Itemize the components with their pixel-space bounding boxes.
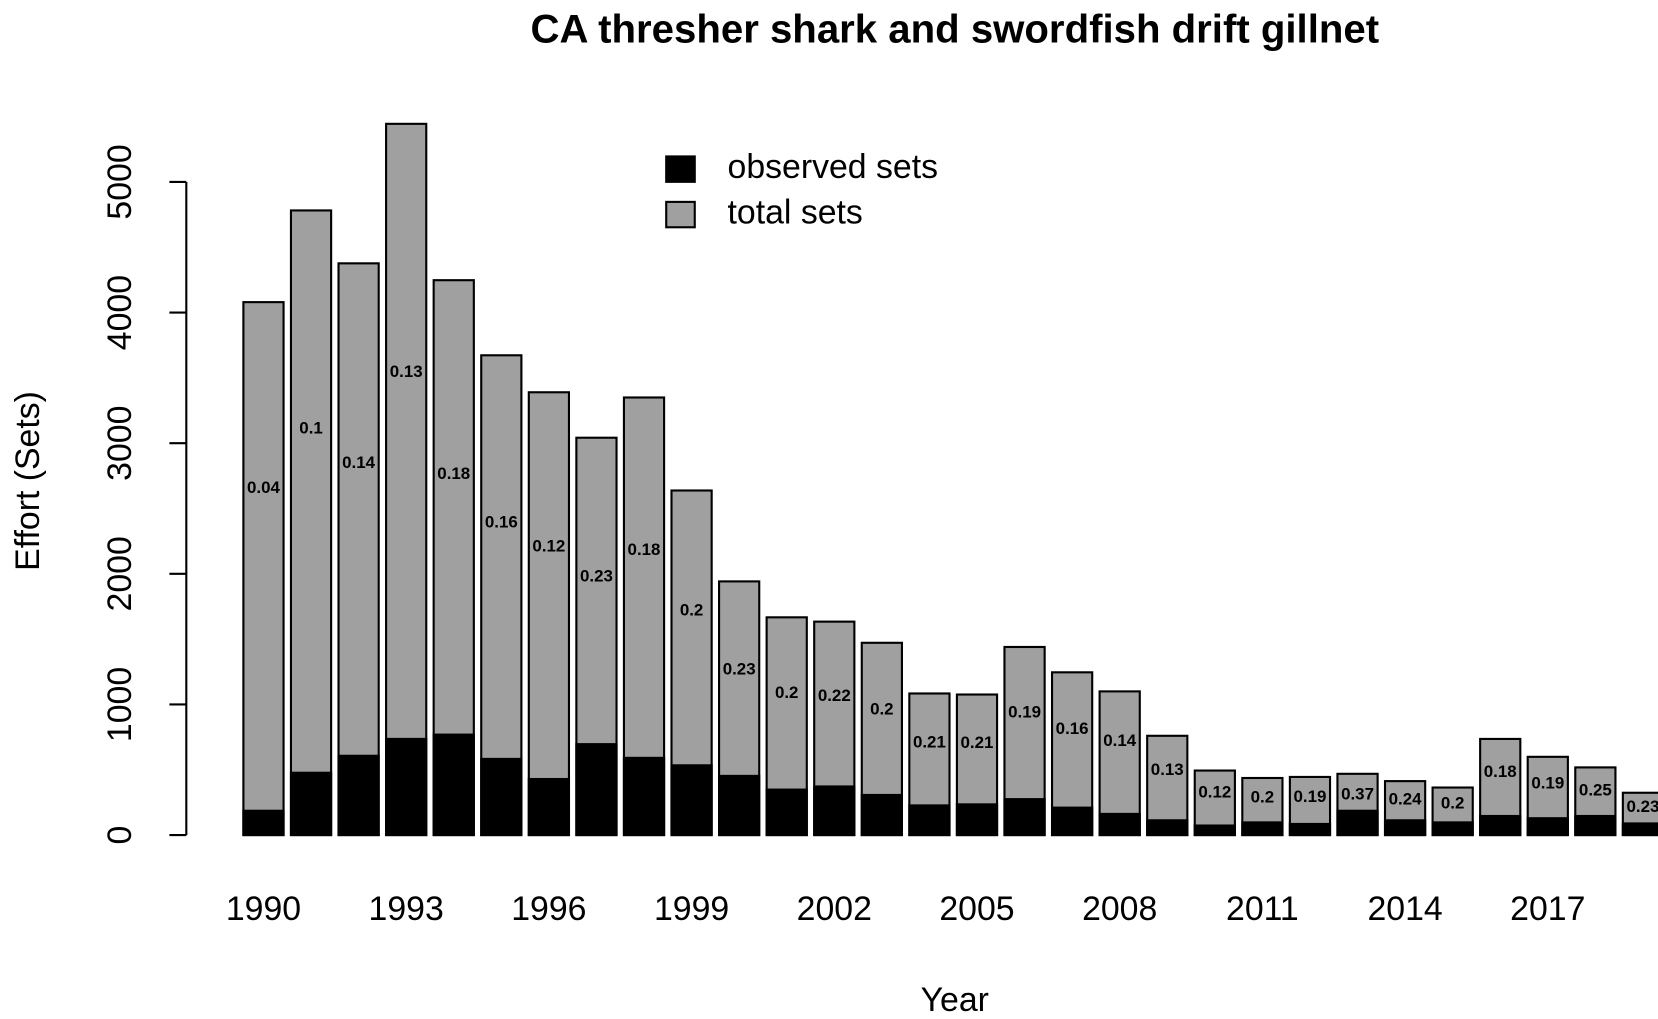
total-bar [1146, 734, 1189, 837]
observed-bar [955, 803, 999, 837]
chart-title: CA thresher shark and swordfish drift gi… [530, 6, 1379, 51]
x-axis-label: Year [921, 981, 989, 1019]
x-tick-label: 2008 [1082, 890, 1157, 928]
observed-bar [860, 793, 903, 837]
observed-bar [432, 733, 475, 837]
x-tick-label: 2014 [1367, 890, 1442, 928]
y-tick-label: 0 [101, 826, 139, 845]
total-bar [337, 262, 380, 837]
observed-bar [1383, 819, 1427, 837]
total-bar [385, 122, 428, 837]
coverage-label: 0.23 [580, 566, 613, 585]
coverage-label: 0.1 [299, 419, 323, 438]
coverage-label: 0.23 [723, 660, 756, 679]
x-tick-label: 1996 [511, 890, 586, 928]
legend-swatch [665, 200, 696, 229]
coverage-label: 0.12 [1198, 783, 1231, 802]
observed-bar [765, 788, 808, 837]
coverage-label: 0.2 [1251, 787, 1275, 806]
observed-bar [575, 743, 618, 837]
observed-bar [1526, 817, 1569, 837]
observed-bar [337, 754, 380, 837]
coverage-label: 0.21 [961, 733, 994, 752]
observed-bar [622, 756, 666, 837]
observed-bar [813, 785, 856, 837]
coverage-label: 0.25 [1579, 781, 1612, 800]
total-bar [1098, 690, 1141, 837]
observed-bar [385, 737, 428, 837]
x-tick-label: 2017 [1510, 890, 1585, 928]
coverage-label: 0.16 [485, 513, 518, 532]
x-tick-label: 1993 [369, 890, 444, 928]
coverage-label: 0.04 [247, 478, 281, 497]
y-tick-label: 3000 [101, 406, 139, 481]
legend-label: observed sets [728, 148, 939, 186]
coverage-label: 0.19 [1294, 787, 1327, 806]
y-tick-label: 1000 [101, 667, 139, 742]
total-bar [1193, 769, 1236, 837]
coverage-label: 0.18 [437, 464, 470, 483]
y-tick-label: 5000 [101, 144, 139, 219]
x-tick-label: 2005 [939, 890, 1014, 928]
coverage-label: 0.19 [1008, 702, 1041, 721]
observed-bar [1050, 806, 1094, 837]
observed-bar [1003, 798, 1046, 837]
coverage-label: 0.12 [532, 537, 565, 556]
observed-bar [1193, 824, 1236, 837]
x-tick-label: 1999 [654, 890, 729, 928]
observed-bar [718, 774, 761, 837]
observed-bar [480, 757, 523, 837]
x-tick-label: 1990 [226, 890, 301, 928]
coverage-label: 0.2 [775, 683, 799, 702]
y-axis-label: Effort (Sets) [9, 391, 47, 571]
coverage-label: 0.18 [1484, 762, 1517, 781]
legend-swatch [665, 155, 696, 183]
x-tick-label: 2002 [797, 890, 872, 928]
observed-bar [670, 764, 713, 837]
coverage-label: 0.22 [818, 686, 851, 705]
total-bar [242, 301, 285, 837]
observed-bar [527, 777, 571, 837]
coverage-label: 0.18 [628, 540, 661, 559]
coverage-label: 0.13 [390, 362, 423, 381]
coverage-label: 0.21 [913, 733, 946, 752]
y-tick-label: 4000 [101, 275, 139, 350]
observed-bar [1336, 809, 1379, 837]
observed-bar [1621, 822, 1658, 837]
observed-bar [1479, 814, 1522, 837]
legend-label: total sets [728, 194, 863, 232]
coverage-label: 0.2 [680, 601, 704, 620]
coverage-label: 0.37 [1341, 785, 1374, 804]
coverage-label: 0.13 [1151, 760, 1184, 779]
coverage-label: 0.2 [1441, 794, 1465, 813]
observed-bar [1574, 814, 1617, 837]
coverage-label: 0.23 [1626, 797, 1658, 816]
observed-bar [1098, 812, 1141, 837]
y-tick-label: 2000 [101, 536, 139, 611]
observed-bar [1288, 822, 1332, 837]
coverage-label: 0.19 [1531, 774, 1564, 793]
coverage-label: 0.16 [1056, 719, 1089, 738]
total-bar [289, 209, 333, 837]
total-bar [480, 354, 523, 837]
coverage-label: 0.2 [870, 700, 894, 719]
observed-bar [1241, 821, 1284, 837]
observed-bar [1431, 821, 1474, 837]
coverage-label: 0.14 [1103, 731, 1137, 750]
observed-bar [289, 771, 333, 837]
x-tick-label: 2011 [1226, 890, 1299, 928]
coverage-label: 0.14 [342, 453, 376, 472]
observed-bar [908, 804, 951, 837]
coverage-label: 0.24 [1389, 789, 1423, 808]
total-bar [527, 391, 571, 837]
observed-bar [1146, 819, 1189, 837]
observed-bar [242, 809, 285, 837]
